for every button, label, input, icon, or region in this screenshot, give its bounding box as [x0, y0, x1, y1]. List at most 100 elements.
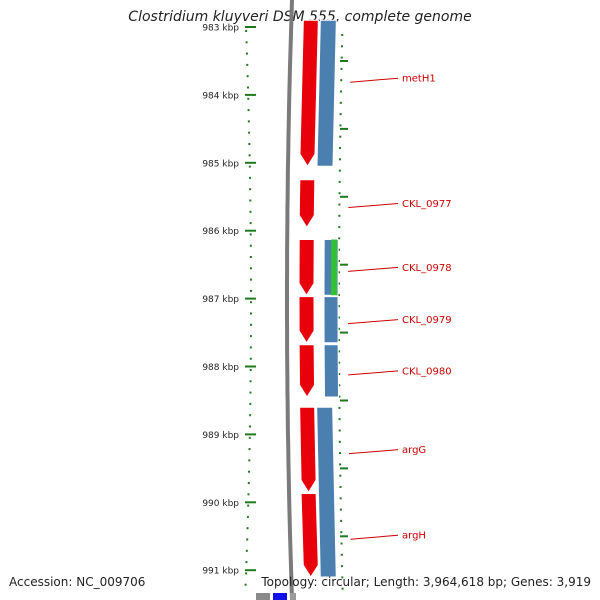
minor-tick	[249, 335, 252, 338]
minor-tick	[247, 120, 250, 123]
minor-tick	[338, 395, 341, 398]
gene-arrow	[298, 239, 315, 297]
minor-tick	[339, 124, 342, 127]
ruler-label: 986 kbp	[202, 227, 239, 237]
minor-tick	[340, 67, 343, 70]
minor-tick	[339, 486, 342, 488]
minor-tick	[338, 226, 341, 229]
minor-tick	[249, 369, 252, 371]
minor-tick	[249, 210, 252, 213]
minor-tick	[340, 90, 343, 93]
ruler-label: 987 kbp	[202, 295, 239, 305]
cds-block	[316, 19, 337, 167]
gene-label-leader	[347, 319, 399, 325]
minor-tick	[338, 214, 341, 217]
minor-tick	[338, 169, 341, 172]
ruler-label: 991 kbp	[202, 567, 239, 577]
minor-tick	[340, 56, 343, 59]
minor-tick	[245, 561, 248, 564]
minor-tick	[341, 34, 344, 36]
gene-label: argG	[402, 445, 426, 456]
minor-tick	[249, 301, 252, 304]
legend-swatch-blue	[273, 593, 287, 600]
minor-tick	[249, 380, 252, 383]
ruler-tick-column-right	[338, 34, 344, 590]
minor-tick	[249, 233, 252, 236]
gene-arrow	[298, 296, 315, 344]
minor-tick	[248, 143, 251, 145]
minor-tick	[248, 131, 251, 134]
gene-label-leader	[348, 203, 399, 209]
minor-tick	[249, 346, 252, 349]
ruler-label: 988 kbp	[202, 363, 239, 373]
minor-tick	[339, 497, 342, 500]
minor-tick	[248, 436, 251, 439]
minor-tick	[338, 361, 341, 364]
ruler-label: 990 kbp	[202, 499, 239, 509]
gene-arrow	[299, 406, 317, 494]
minor-tick	[247, 504, 250, 507]
minor-tick	[248, 448, 251, 451]
minor-tick	[341, 587, 344, 590]
minor-tick	[246, 515, 249, 518]
minor-tick	[245, 41, 248, 44]
minor-tick	[249, 414, 252, 417]
cds-block	[316, 406, 337, 578]
minor-tick	[249, 312, 252, 315]
gene-label: CKL_0978	[402, 263, 452, 274]
gene-label-leader	[350, 534, 399, 540]
minor-tick	[249, 357, 252, 360]
map-title: Clostridium kluyveri DSM 555, complete g…	[128, 9, 472, 25]
minor-tick	[246, 86, 249, 89]
gene-label: argH	[402, 531, 426, 542]
genome-backbone	[285, 0, 294, 600]
gene-label-leader	[348, 449, 399, 455]
minor-tick	[247, 493, 250, 496]
minor-tick	[338, 452, 341, 455]
minor-tick	[247, 97, 250, 100]
gene-label: CKL_0980	[402, 366, 452, 377]
minor-tick	[249, 323, 252, 326]
gene-arrow	[300, 492, 319, 578]
minor-tick	[247, 482, 250, 484]
cds-track-blue	[316, 19, 340, 578]
minor-tick	[340, 519, 343, 522]
minor-tick	[338, 406, 341, 409]
minor-tick	[339, 135, 342, 138]
minor-tick	[249, 244, 252, 247]
minor-tick	[338, 282, 341, 285]
gene-arrow	[299, 19, 319, 168]
gene-arrow	[298, 344, 316, 398]
minor-tick	[341, 576, 344, 579]
minor-tick	[249, 402, 252, 405]
ruler-label: 983 kbp	[202, 24, 239, 34]
minor-tick	[247, 109, 250, 112]
minor-tick	[339, 147, 342, 149]
minor-tick	[338, 180, 341, 183]
minor-tick	[249, 267, 252, 270]
legend-swatch-gray	[256, 593, 270, 600]
minor-tick	[338, 339, 341, 342]
minor-tick	[338, 260, 341, 262]
minor-tick	[338, 271, 341, 274]
minor-tick	[339, 474, 342, 477]
minor-tick	[338, 237, 341, 240]
cds-block	[323, 344, 340, 398]
minor-tick	[340, 553, 343, 556]
minor-tick	[338, 327, 341, 330]
minor-tick	[340, 531, 343, 534]
minor-tick	[340, 45, 343, 48]
minor-tick	[338, 429, 341, 432]
cds-track-green	[331, 239, 338, 296]
minor-tick	[245, 52, 248, 55]
ruler-label: 989 kbp	[202, 431, 239, 441]
ruler-label: 985 kbp	[202, 159, 239, 169]
minor-tick	[244, 583, 247, 586]
ruler-major-marks	[245, 26, 348, 572]
minor-tick	[248, 154, 251, 157]
minor-tick	[338, 384, 341, 387]
minor-tick	[248, 470, 251, 473]
minor-tick	[248, 165, 251, 168]
minor-tick	[338, 158, 341, 161]
